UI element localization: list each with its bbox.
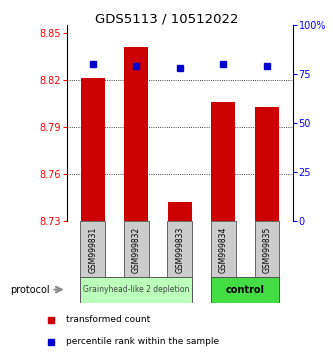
Bar — [124, 221, 149, 278]
Bar — [168, 202, 192, 221]
Text: GDS5113 / 10512022: GDS5113 / 10512022 — [95, 12, 238, 25]
Text: GSM999833: GSM999833 — [175, 226, 184, 273]
Bar — [81, 78, 105, 221]
Bar — [80, 221, 105, 278]
Text: percentile rank within the sample: percentile rank within the sample — [66, 337, 219, 346]
Text: Grainyhead-like 2 depletion: Grainyhead-like 2 depletion — [83, 285, 189, 295]
Bar — [211, 277, 279, 303]
Bar — [80, 277, 192, 303]
Bar — [124, 47, 148, 221]
Bar — [255, 107, 279, 221]
Text: GSM999835: GSM999835 — [262, 226, 271, 273]
Text: GSM999831: GSM999831 — [88, 227, 97, 273]
Text: control: control — [226, 285, 265, 295]
Bar — [167, 221, 192, 278]
Text: GSM999832: GSM999832 — [132, 227, 141, 273]
Text: GSM999834: GSM999834 — [219, 226, 228, 273]
Text: transformed count: transformed count — [66, 315, 150, 324]
Bar — [211, 221, 236, 278]
Bar — [211, 102, 235, 221]
Text: protocol: protocol — [10, 285, 50, 295]
Bar — [254, 221, 279, 278]
